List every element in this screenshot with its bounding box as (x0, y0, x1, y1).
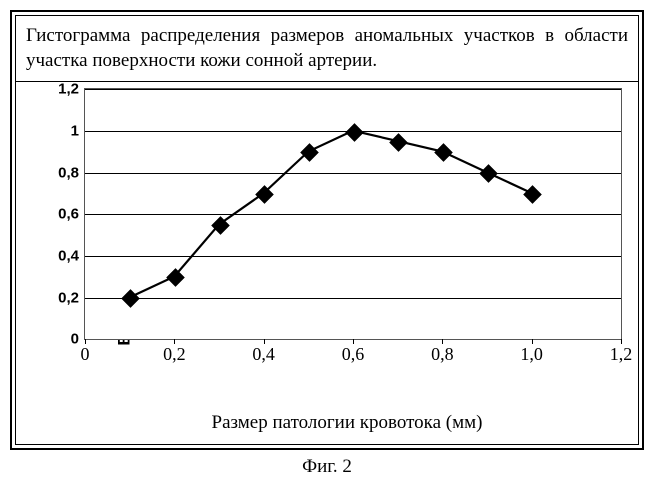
chart-title: Гистограмма распределения размеров анома… (15, 15, 639, 82)
x-tick-mark (264, 339, 265, 344)
x-tick-label: 0,4 (252, 344, 275, 365)
x-tick-mark (621, 339, 622, 344)
figure-frame: Гистограмма распределения размеров анома… (10, 10, 644, 450)
x-tick-label: 0,8 (431, 344, 454, 365)
gridline-h (85, 298, 621, 299)
x-tick-label: 1,0 (520, 344, 543, 365)
x-tick-mark (442, 339, 443, 344)
x-tick-label: 0,2 (163, 344, 186, 365)
x-tick-mark (85, 339, 86, 344)
x-tick-label: 0,6 (342, 344, 365, 365)
gridline-h (85, 256, 621, 257)
gridline-h (85, 214, 621, 215)
gridline-h (85, 89, 621, 90)
gridline-h (85, 173, 621, 174)
figure-caption: Фиг. 2 (10, 456, 644, 478)
plot-area: 00,20,40,60,811,200,20,40,60,81,01,2 (84, 88, 622, 340)
x-tick-label: 1,2 (610, 344, 633, 365)
y-tick-label: 0 (49, 331, 79, 348)
x-tick-mark (532, 339, 533, 344)
y-tick-label: 0,6 (49, 206, 79, 223)
x-tick-mark (353, 339, 354, 344)
y-tick-label: 0,8 (49, 164, 79, 181)
y-tick-label: 0,4 (49, 248, 79, 265)
x-axis-label: Размер патологии кровотока (мм) (66, 412, 628, 434)
y-tick-label: 1 (49, 123, 79, 140)
x-tick-mark (174, 339, 175, 344)
x-tick-label: 0 (81, 344, 90, 365)
y-tick-label: 0,2 (49, 289, 79, 306)
chart-container: Вероятность появления 00,20,40,60,811,20… (15, 82, 639, 445)
y-tick-label: 1,2 (49, 81, 79, 98)
